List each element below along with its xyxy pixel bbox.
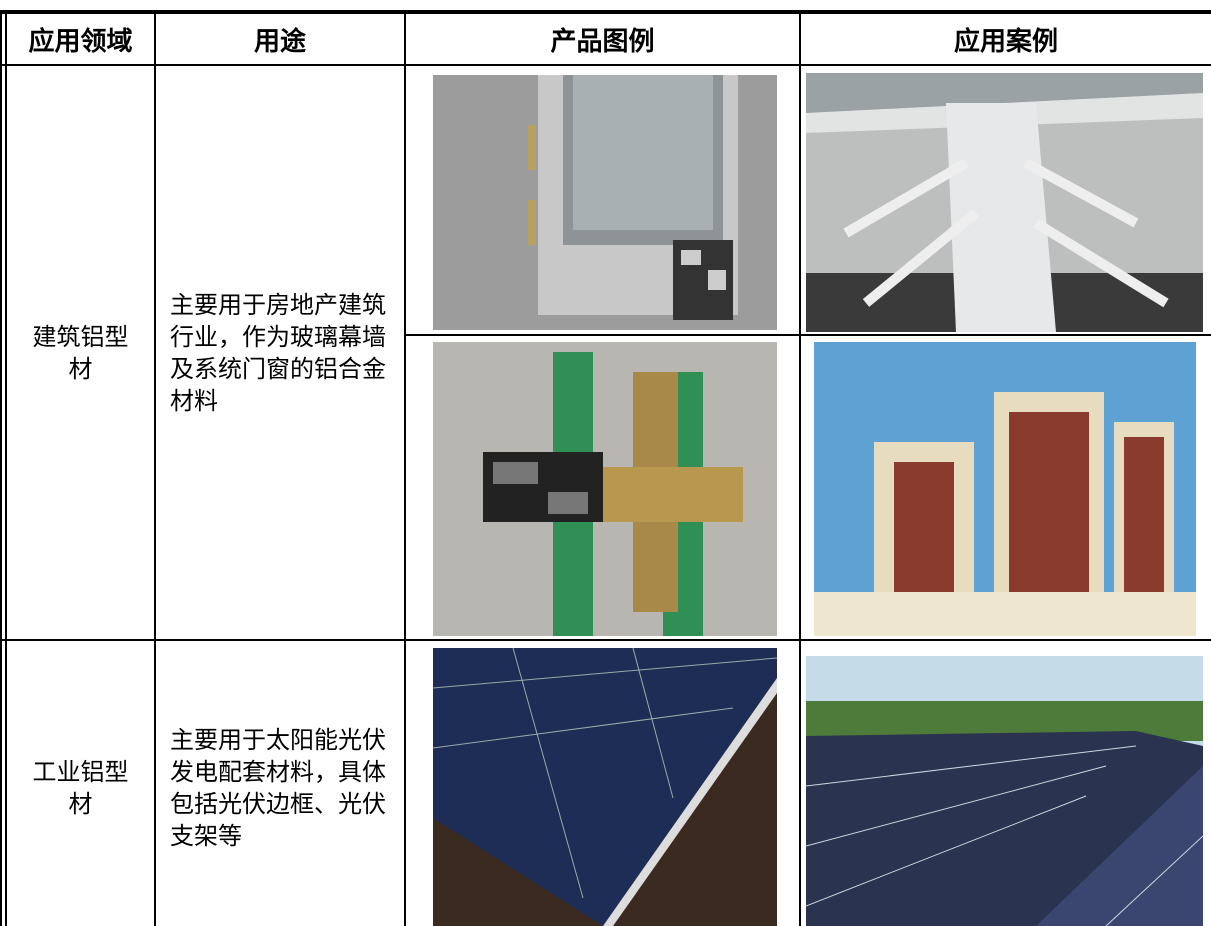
- row-border: [405, 334, 1211, 336]
- header-cell: 用途: [253, 26, 306, 57]
- curtain-wall-image: [433, 342, 777, 636]
- col-border: [799, 10, 801, 926]
- header-cell: 产品图例: [550, 26, 655, 57]
- left-border: [5, 10, 7, 926]
- cell: 主要用于房地产建筑行业，作为玻璃幕墙及系统门窗的铝合金材料: [156, 66, 404, 639]
- residential-image: [814, 342, 1196, 636]
- row-border: [0, 64, 1211, 66]
- top-border: [0, 10, 1211, 14]
- cell: 主要用于太阳能光伏发电配套材料，具体包括光伏边框、光伏支架等: [156, 641, 404, 926]
- solar-farm-image: [806, 656, 1203, 926]
- cell: 建筑铝型材: [7, 66, 154, 639]
- col-border: [404, 10, 406, 926]
- solar-panel-image: [433, 648, 777, 926]
- cell-text: 主要用于房地产建筑行业，作为玻璃幕墙及系统门窗的铝合金材料: [170, 290, 386, 415]
- cell-text: 工业铝型材: [32, 757, 129, 818]
- cell-text: 主要用于太阳能光伏发电配套材料，具体包括光伏边框、光伏支架等: [170, 725, 386, 850]
- airport-image: [806, 73, 1203, 332]
- cell-text: 建筑铝型材: [32, 322, 129, 383]
- col-border: [154, 10, 156, 926]
- header-cell: 应用案例: [953, 26, 1058, 57]
- cell: 工业铝型材: [7, 641, 154, 926]
- row-border: [0, 639, 1211, 641]
- header-cell: 应用领域: [28, 26, 133, 57]
- left-border: [0, 10, 2, 926]
- window-profile-image: [433, 75, 777, 330]
